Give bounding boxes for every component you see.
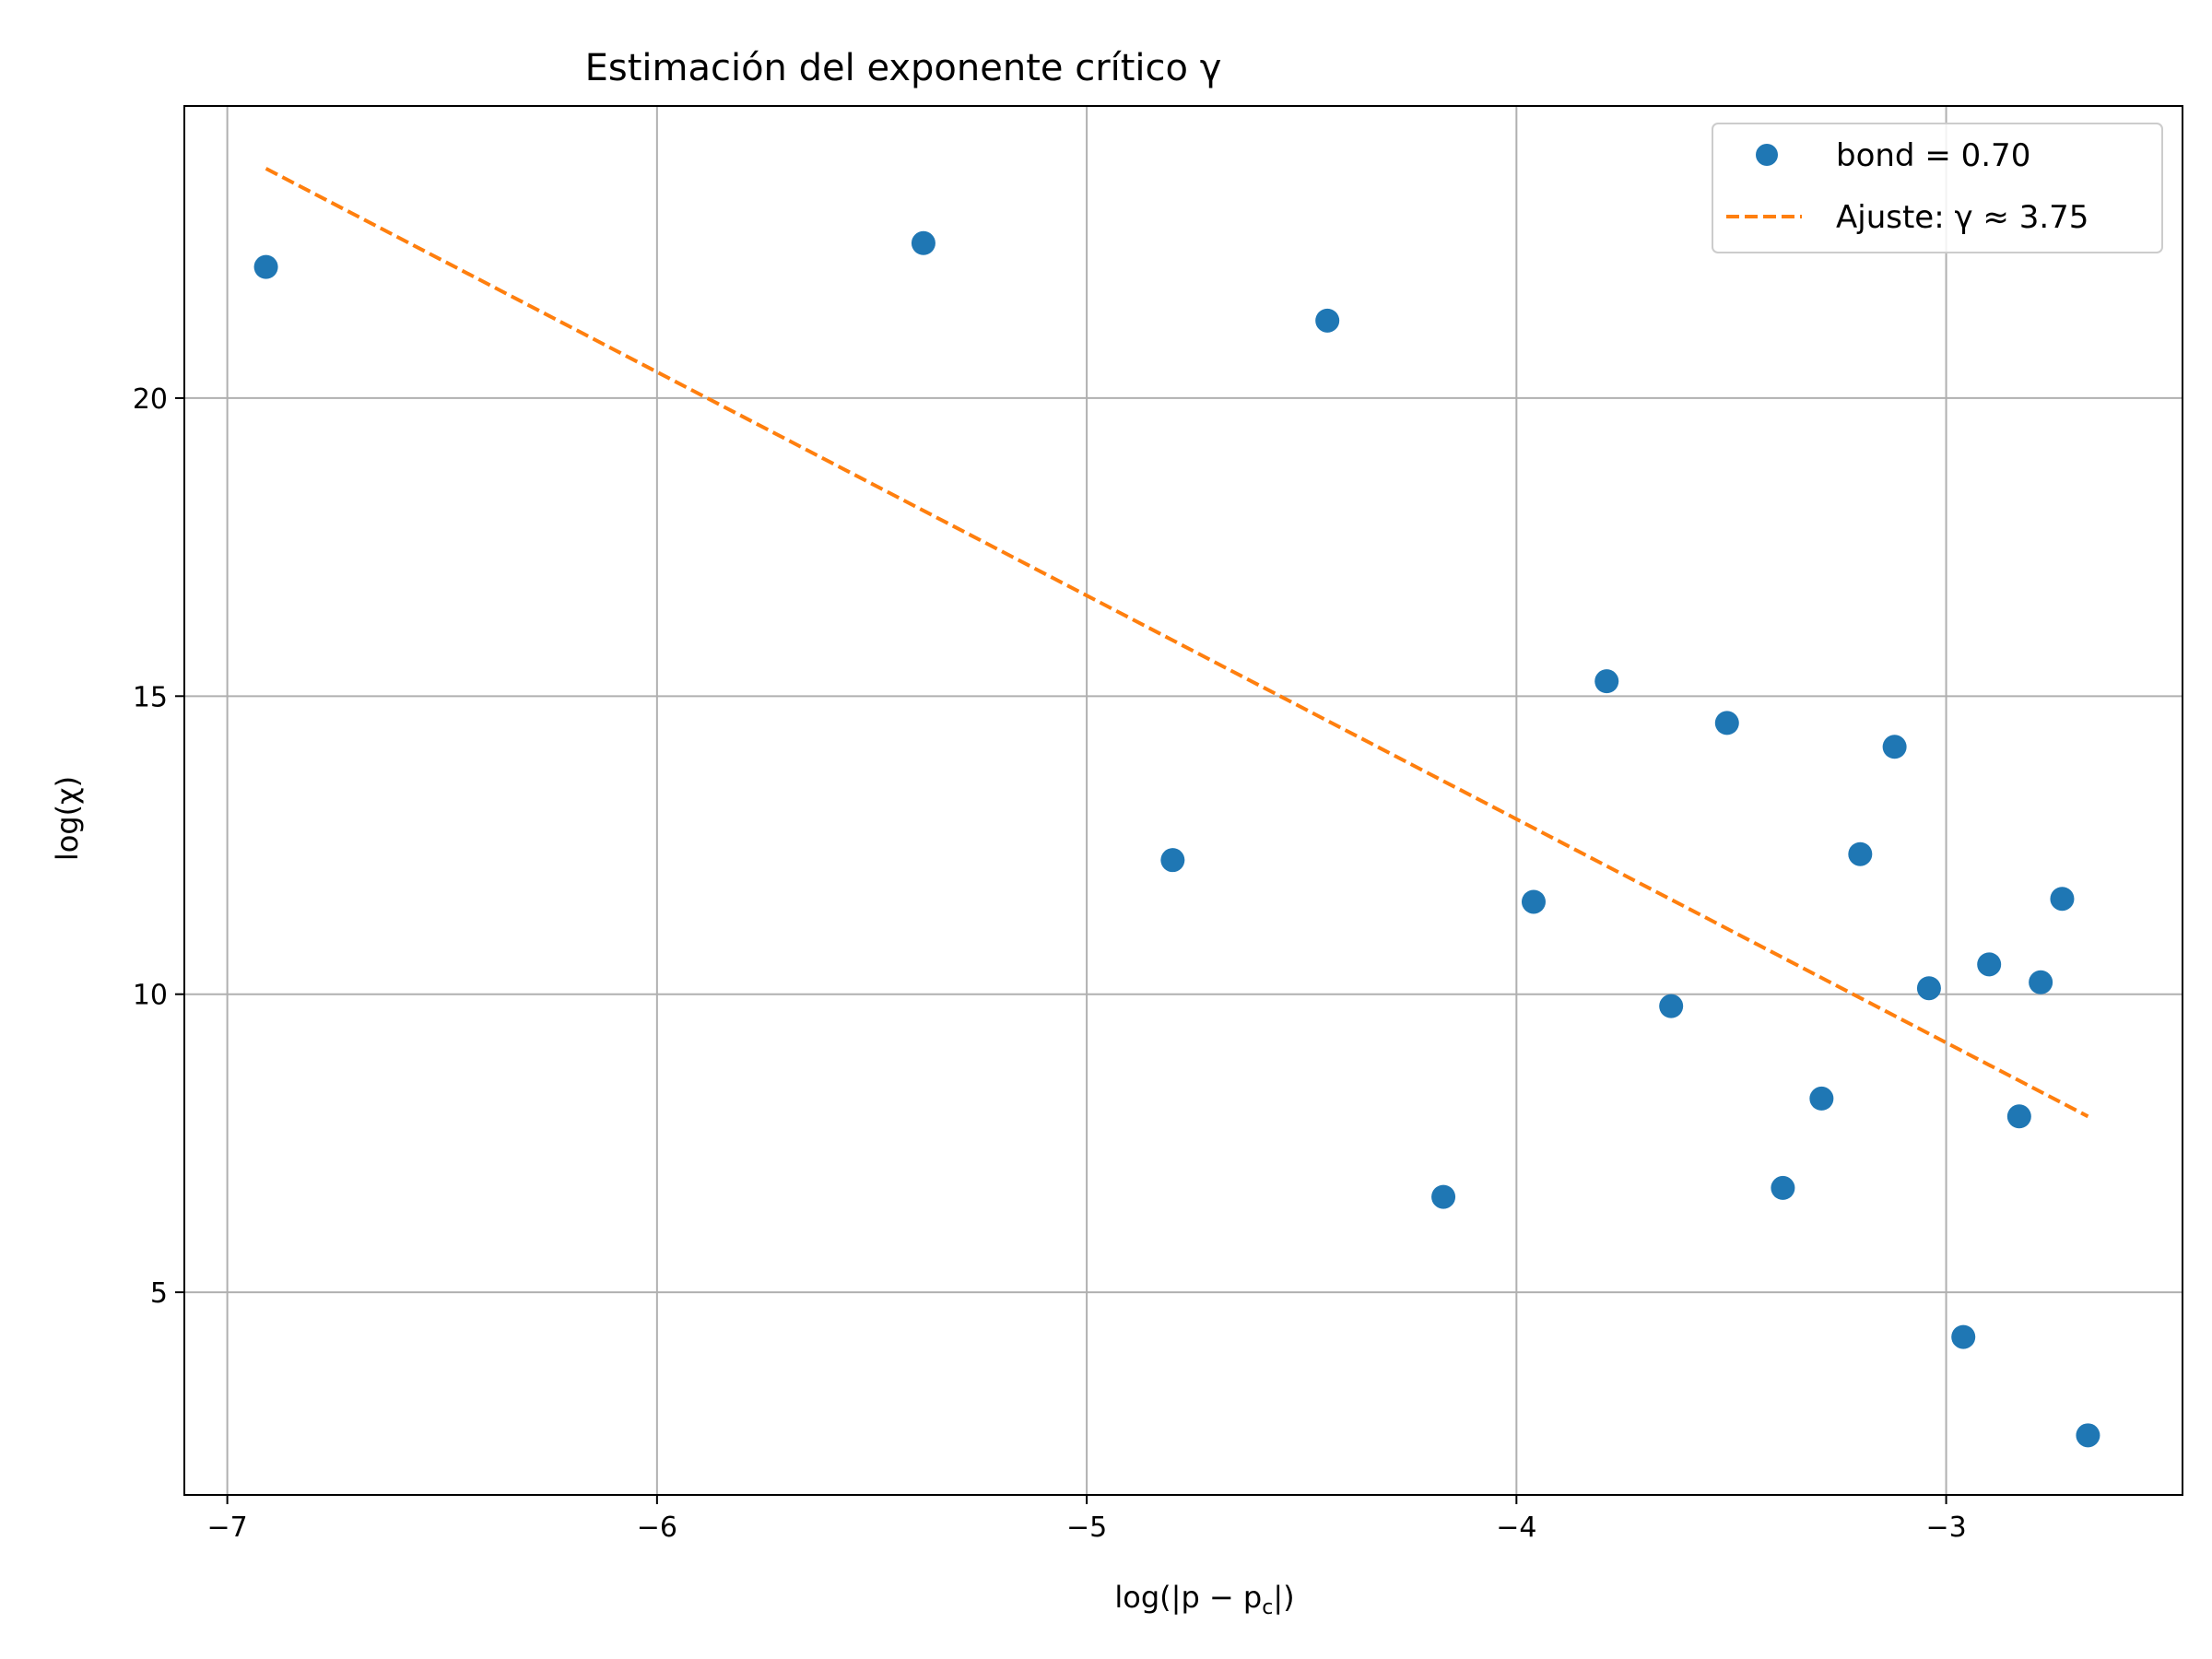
- scatter-points: [253, 230, 2100, 1448]
- y-tick-label: 10: [133, 980, 168, 1012]
- data-point: [1431, 1184, 1456, 1209]
- data-point: [1977, 952, 2002, 977]
- data-point: [1315, 308, 1340, 333]
- x-tick-label: −4: [1496, 1512, 1536, 1544]
- y-tick-label: 15: [133, 681, 168, 713]
- x-tick-label: −5: [1066, 1512, 1107, 1544]
- x-axis-label-subscript: c: [1262, 1596, 1273, 1619]
- data-point: [2006, 1104, 2031, 1129]
- fit-line-layer: [265, 167, 2089, 1119]
- y-axis-ticks: 5 10 15 20: [133, 383, 184, 1310]
- x-tick-label: −3: [1925, 1512, 1966, 1544]
- data-point: [2076, 1423, 2100, 1448]
- x-tick-label: −6: [637, 1512, 677, 1544]
- x-axis-ticks: −7 −6 −5 −4 −3: [207, 1495, 1967, 1544]
- plot-frame: [183, 105, 2183, 1496]
- legend-marker-scatter: [1756, 144, 1778, 166]
- data-point: [2029, 970, 2053, 994]
- data-point: [1882, 735, 1907, 759]
- data-point: [1594, 669, 1619, 694]
- grid: [184, 106, 2183, 1495]
- y-tick-label: 20: [133, 383, 168, 416]
- legend: bond = 0.70 Ajuste: γ ≈ 3.75: [1712, 123, 2163, 253]
- data-point: [1951, 1324, 1976, 1349]
- data-point: [253, 254, 278, 279]
- data-point: [1160, 848, 1185, 873]
- data-point: [1659, 994, 1684, 1018]
- data-point: [1809, 1086, 1834, 1111]
- legend-box: [1712, 123, 2163, 253]
- data-point: [1714, 711, 1739, 735]
- data-point: [911, 230, 935, 255]
- legend-label-scatter: bond = 0.70: [1836, 137, 2030, 174]
- x-axis-label: log(|p − pc|): [1114, 1580, 1294, 1619]
- chart-title: Estimación del exponente crítico γ: [585, 47, 1222, 89]
- y-tick-label: 5: [150, 1277, 168, 1310]
- x-axis-label-end: |): [1273, 1580, 1294, 1615]
- data-point: [1521, 889, 1546, 914]
- data-point: [1771, 1175, 1795, 1200]
- data-point: [1916, 976, 1941, 1001]
- data-point: [2050, 887, 2075, 912]
- x-tick-label: −7: [207, 1512, 248, 1544]
- data-point: [1848, 841, 1873, 866]
- legend-label-fit: Ajuste: γ ≈ 3.75: [1836, 199, 2088, 236]
- y-axis-label: log(χ): [50, 776, 85, 861]
- fit-line: [265, 167, 2089, 1119]
- x-axis-label-main: log(|p − p: [1114, 1580, 1262, 1615]
